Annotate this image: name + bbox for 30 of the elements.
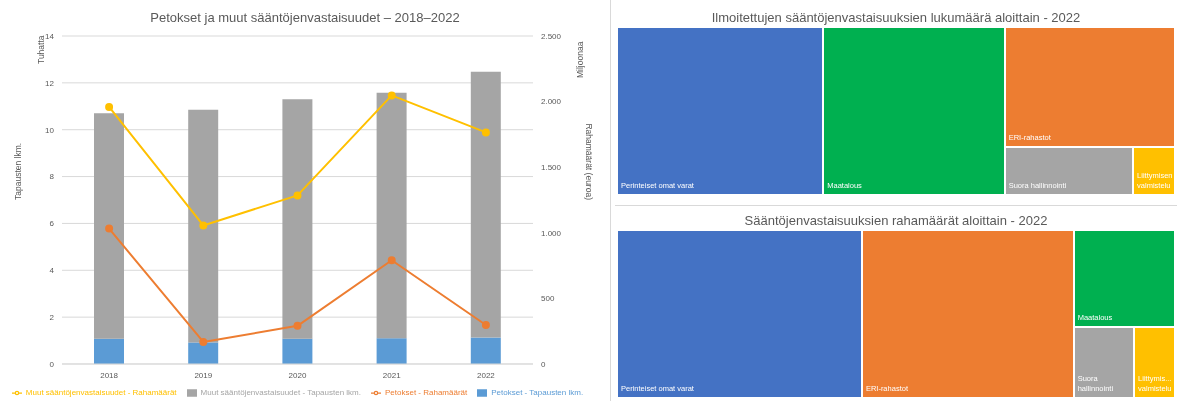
chart-title: Petokset ja muut sääntöjenvastaisuudet – 2018–2022 — [149, 10, 461, 25]
y-tick-label: 0 — [49, 359, 55, 369]
y-tick-label: 2 — [49, 312, 55, 322]
y-tick-label: 8 — [49, 172, 55, 182]
x-tick-label: 2022 — [477, 370, 496, 380]
y2-tick-label: 500 — [541, 294, 555, 304]
y2-tick-label: 2.500 — [541, 31, 562, 41]
y-tick-label: 14 — [45, 31, 55, 41]
legend-label: Muut sääntöjenvastaisuudet - Tapausten lkm. — [200, 388, 361, 398]
text: Sääntöjenvastaisuuksien rahamäärät aloittain - 2022 — [743, 213, 1049, 228]
x-tick-label: 2021 — [382, 370, 402, 380]
y2-tick-label: 2.000 — [541, 97, 562, 107]
text: Tuhatta — [36, 35, 46, 64]
legend-label: Muut sääntöjenvastaisuudet - Rahamäärät — [25, 388, 177, 398]
y-tick-label: 6 — [49, 219, 55, 229]
text: Miljoonaa — [575, 41, 585, 78]
y2-tick-label: 0 — [541, 359, 546, 369]
text: Ilmoitettujen sääntöjenvastaisuuksien lukumäärä aloittain - 2022 — [710, 10, 1082, 25]
legend-label: Petokset - Rahamäärät — [384, 388, 468, 398]
x-tick-label: 2018 — [100, 370, 119, 380]
y-tick-label: 4 — [49, 266, 55, 276]
x-tick-label: 2020 — [288, 370, 307, 380]
y-tick-label: 10 — [45, 125, 55, 135]
y2-axis-title: Rahamäärät (euroa) — [583, 123, 594, 201]
x-tick-label: 2019 — [194, 370, 213, 380]
y-axis-title: Tapausten lkm. — [13, 142, 24, 200]
y2-tick-label: 1.000 — [541, 228, 562, 238]
legend-label: Petokset - Tapausten lkm. — [491, 388, 584, 398]
y-tick-label: 12 — [45, 78, 55, 88]
y2-tick-label: 1.500 — [541, 163, 562, 173]
